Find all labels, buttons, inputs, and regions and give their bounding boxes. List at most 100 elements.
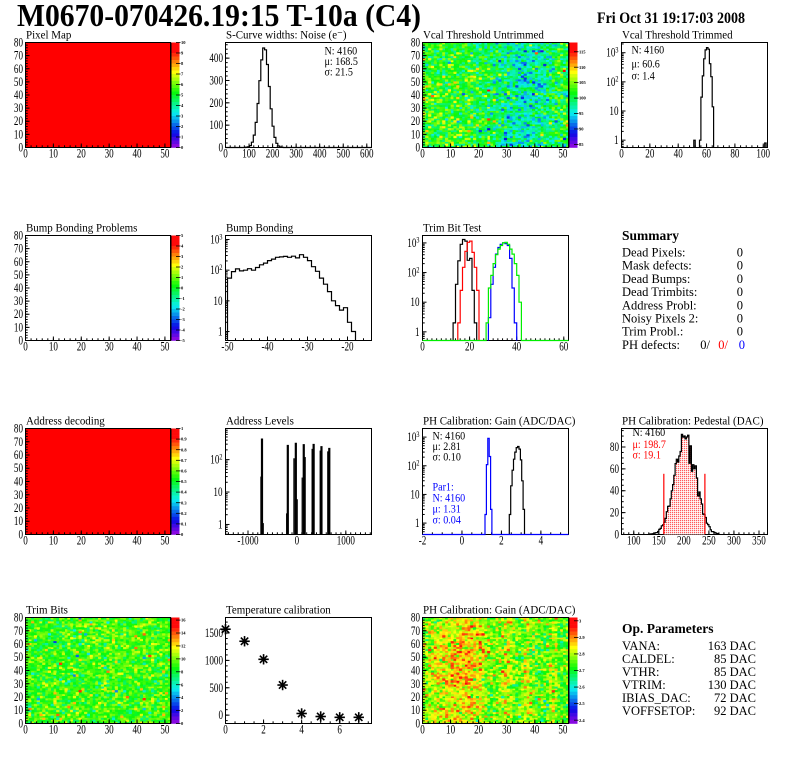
svg-text:Par1:: Par1: — [433, 482, 454, 494]
svg-text:0: 0 — [23, 723, 28, 737]
svg-text:60: 60 — [411, 638, 420, 652]
svg-text:150: 150 — [652, 534, 666, 548]
svg-text:60: 60 — [610, 463, 619, 477]
svg-text:0: 0 — [23, 534, 28, 548]
svg-text:1: 1 — [181, 275, 184, 280]
svg-text:20: 20 — [14, 691, 23, 705]
svg-text:0: 0 — [181, 532, 184, 537]
svg-text:N: 4160: N: 4160 — [633, 428, 666, 440]
svg-text:-5: -5 — [181, 338, 185, 343]
svg-text:40: 40 — [14, 664, 23, 678]
svg-text:Address Levels: Address Levels — [226, 415, 294, 427]
svg-text:1: 1 — [218, 325, 223, 339]
svg-text:200: 200 — [266, 147, 280, 161]
svg-text:100: 100 — [756, 147, 770, 161]
svg-text:9: 9 — [181, 51, 184, 56]
svg-text:Dead Trimbits:: Dead Trimbits: — [622, 285, 697, 299]
svg-text:1: 1 — [415, 517, 420, 531]
svg-text:5: 5 — [181, 233, 184, 238]
svg-text:PH Calibration: Gain (ADC/DAC): PH Calibration: Gain (ADC/DAC) — [423, 415, 576, 427]
svg-text:70: 70 — [14, 49, 23, 63]
svg-text:0: 0 — [614, 528, 619, 542]
svg-text:Vcal Threshold Untrimmed: Vcal Threshold Untrimmed — [423, 29, 544, 41]
svg-text:40: 40 — [530, 723, 539, 737]
svg-text:14: 14 — [181, 631, 186, 636]
svg-text:Noisy Pixels 2:: Noisy Pixels 2: — [622, 312, 698, 326]
svg-text:2: 2 — [499, 534, 504, 548]
svg-text:50: 50 — [14, 462, 23, 476]
svg-text:30: 30 — [502, 147, 511, 161]
svg-text:60: 60 — [702, 147, 711, 161]
svg-text:102: 102 — [210, 451, 222, 467]
svg-text:60: 60 — [14, 638, 23, 652]
svg-text:μ: 198.7: μ: 198.7 — [633, 440, 667, 452]
svg-text:0: 0 — [18, 334, 23, 348]
svg-text:4: 4 — [181, 103, 184, 108]
svg-text:0: 0 — [181, 145, 184, 150]
svg-text:0: 0 — [737, 285, 743, 299]
svg-text:200: 200 — [677, 534, 691, 548]
svg-text:50: 50 — [160, 340, 169, 354]
svg-text:8: 8 — [181, 669, 184, 674]
svg-text:40: 40 — [14, 475, 23, 489]
svg-text:Op. Parameters: Op. Parameters — [622, 621, 713, 636]
svg-text:μ: 168.5: μ: 168.5 — [325, 57, 358, 69]
svg-text:Summary: Summary — [622, 228, 679, 243]
svg-text:20: 20 — [14, 502, 23, 516]
svg-text:16: 16 — [181, 618, 186, 623]
svg-text:92 DAC: 92 DAC — [714, 704, 756, 718]
svg-text:20: 20 — [77, 723, 86, 737]
svg-text:-1000: -1000 — [237, 534, 258, 548]
svg-text:80: 80 — [411, 611, 420, 625]
svg-text:105: 105 — [579, 80, 587, 85]
svg-text:50: 50 — [14, 269, 23, 283]
svg-text:VOFFSETOP:: VOFFSETOP: — [622, 704, 695, 718]
svg-text:500: 500 — [336, 147, 350, 161]
svg-text:20: 20 — [411, 691, 420, 705]
svg-text:0: 0 — [737, 246, 743, 260]
svg-text:Fri Oct 31 19:17:03 2008: Fri Oct 31 19:17:03 2008 — [597, 10, 745, 27]
svg-text:115: 115 — [579, 49, 586, 54]
svg-text:N: 4160: N: 4160 — [632, 45, 665, 57]
svg-text:0.2: 0.2 — [181, 511, 187, 516]
svg-text:-40: -40 — [261, 340, 273, 354]
svg-text:-20: -20 — [341, 340, 353, 354]
svg-text:80: 80 — [610, 441, 619, 455]
svg-text:163 DAC: 163 DAC — [708, 639, 756, 653]
svg-text:10: 10 — [410, 488, 419, 502]
svg-text:Mask defects:: Mask defects: — [622, 259, 692, 273]
svg-text:Trim Bit Test: Trim Bit Test — [423, 222, 482, 234]
svg-text:10: 10 — [49, 147, 58, 161]
svg-text:40: 40 — [132, 340, 141, 354]
svg-text:10: 10 — [410, 296, 419, 310]
svg-text:10: 10 — [14, 321, 23, 335]
svg-text:2.5: 2.5 — [579, 701, 585, 706]
svg-text:Trim Bits: Trim Bits — [26, 604, 68, 616]
svg-text:50: 50 — [558, 723, 567, 737]
svg-text:40: 40 — [530, 147, 539, 161]
svg-text:103: 103 — [606, 45, 618, 61]
svg-text:80: 80 — [14, 36, 23, 50]
svg-text:N: 4160: N: 4160 — [433, 493, 466, 505]
svg-text:0: 0 — [23, 340, 28, 354]
svg-text:100: 100 — [579, 96, 587, 101]
svg-text:VTHR:: VTHR: — [622, 665, 660, 679]
svg-text:0: 0 — [218, 141, 223, 155]
svg-text:30: 30 — [14, 678, 23, 692]
svg-text:20: 20 — [14, 308, 23, 322]
svg-text:0.5: 0.5 — [181, 479, 187, 484]
svg-text:300: 300 — [289, 147, 303, 161]
svg-text:85 DAC: 85 DAC — [714, 652, 756, 666]
svg-text:10: 10 — [14, 515, 23, 529]
svg-text:40: 40 — [14, 282, 23, 296]
svg-text:20: 20 — [77, 340, 86, 354]
svg-text:72 DAC: 72 DAC — [714, 691, 756, 705]
svg-text:70: 70 — [14, 625, 23, 639]
svg-text:60: 60 — [14, 256, 23, 270]
svg-text:10: 10 — [49, 723, 58, 737]
svg-text:30: 30 — [14, 295, 23, 309]
svg-text:40: 40 — [132, 147, 141, 161]
svg-text:-3: -3 — [181, 317, 185, 322]
svg-text:10: 10 — [14, 128, 23, 142]
svg-text:0: 0 — [737, 312, 743, 326]
